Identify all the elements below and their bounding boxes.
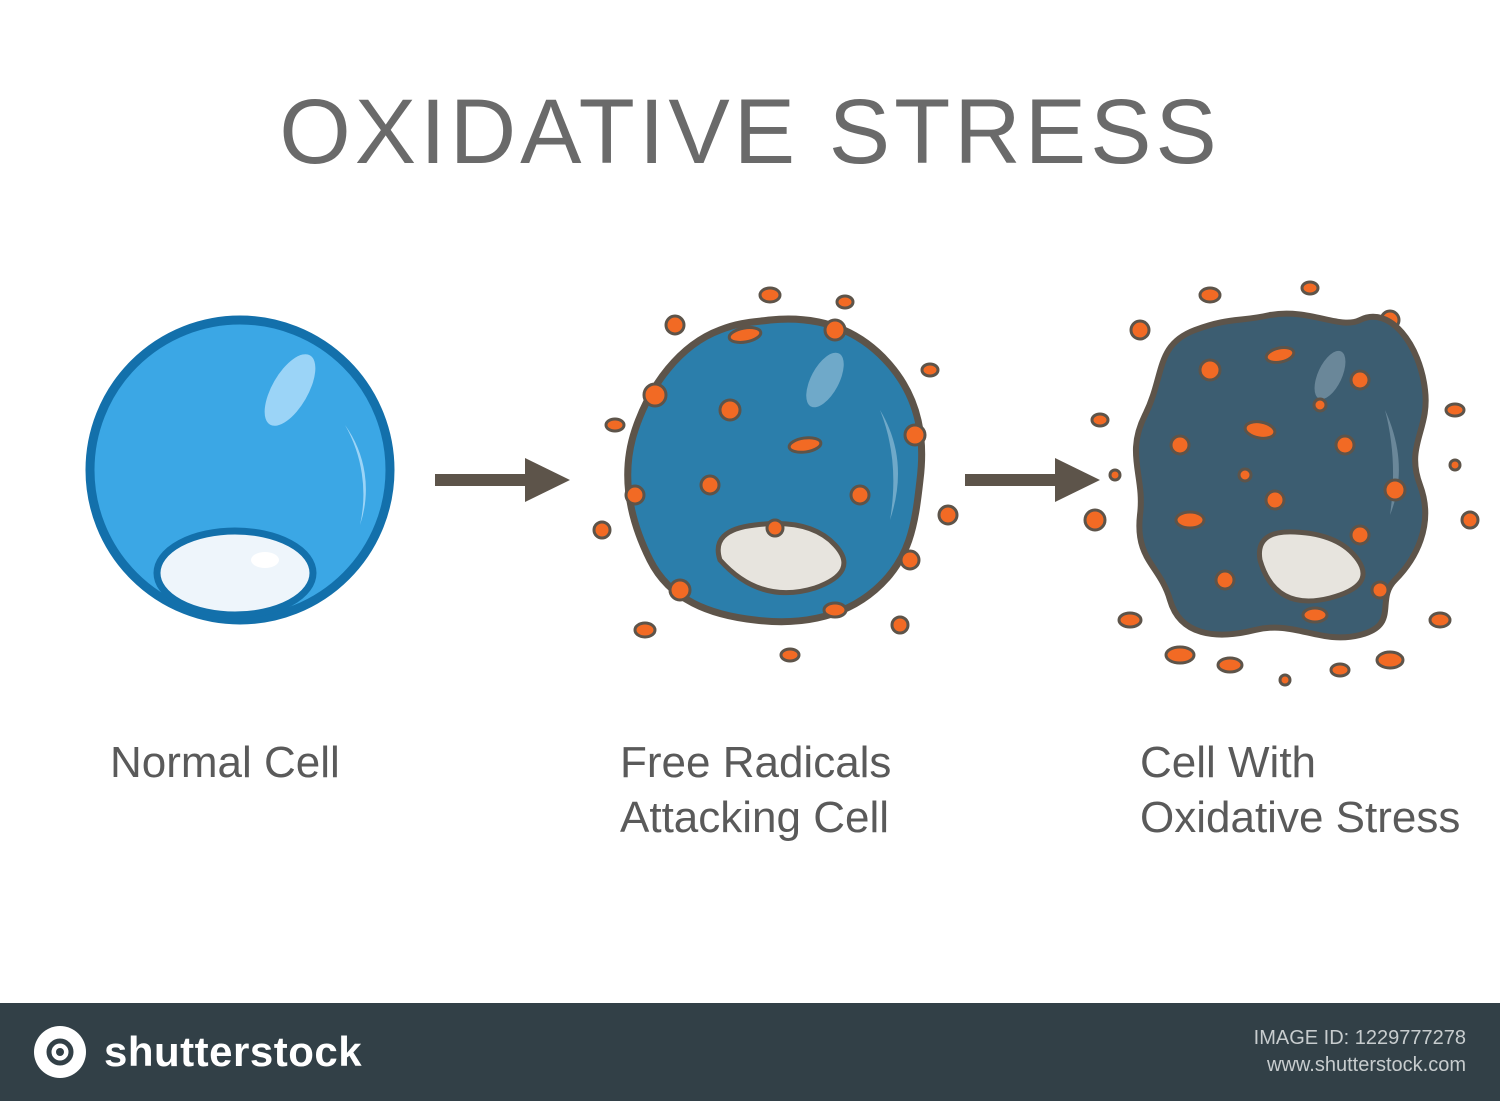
footer-bar: shutterstock IMAGE ID: 1229777278 www.sh… [0, 1003, 1500, 1101]
cell-attacked [560, 260, 980, 680]
caption-stressed: Cell With Oxidative Stress [1140, 735, 1460, 845]
main-title: OXIDATIVE STRESS [0, 80, 1500, 185]
caption-normal: Normal Cell [110, 735, 340, 790]
cell-nucleus [157, 531, 313, 615]
footer-site-url: www.shutterstock.com [1254, 1052, 1466, 1079]
footer-image-id: IMAGE ID: 1229777278 [1254, 1025, 1466, 1052]
footer-brand-name: shutterstock [104, 1028, 362, 1076]
footer-brand-block: shutterstock [34, 1026, 362, 1078]
cell-stressed [1060, 260, 1500, 700]
infographic-canvas: OXIDATIVE STRESS [0, 0, 1500, 1101]
shutterstock-logo-icon [34, 1026, 86, 1078]
cell-normal [60, 290, 420, 650]
caption-attacked: Free Radicals Attacking Cell [620, 735, 891, 845]
arrow-icon [430, 450, 570, 510]
footer-meta: IMAGE ID: 1229777278 www.shutterstock.co… [1254, 1025, 1466, 1079]
